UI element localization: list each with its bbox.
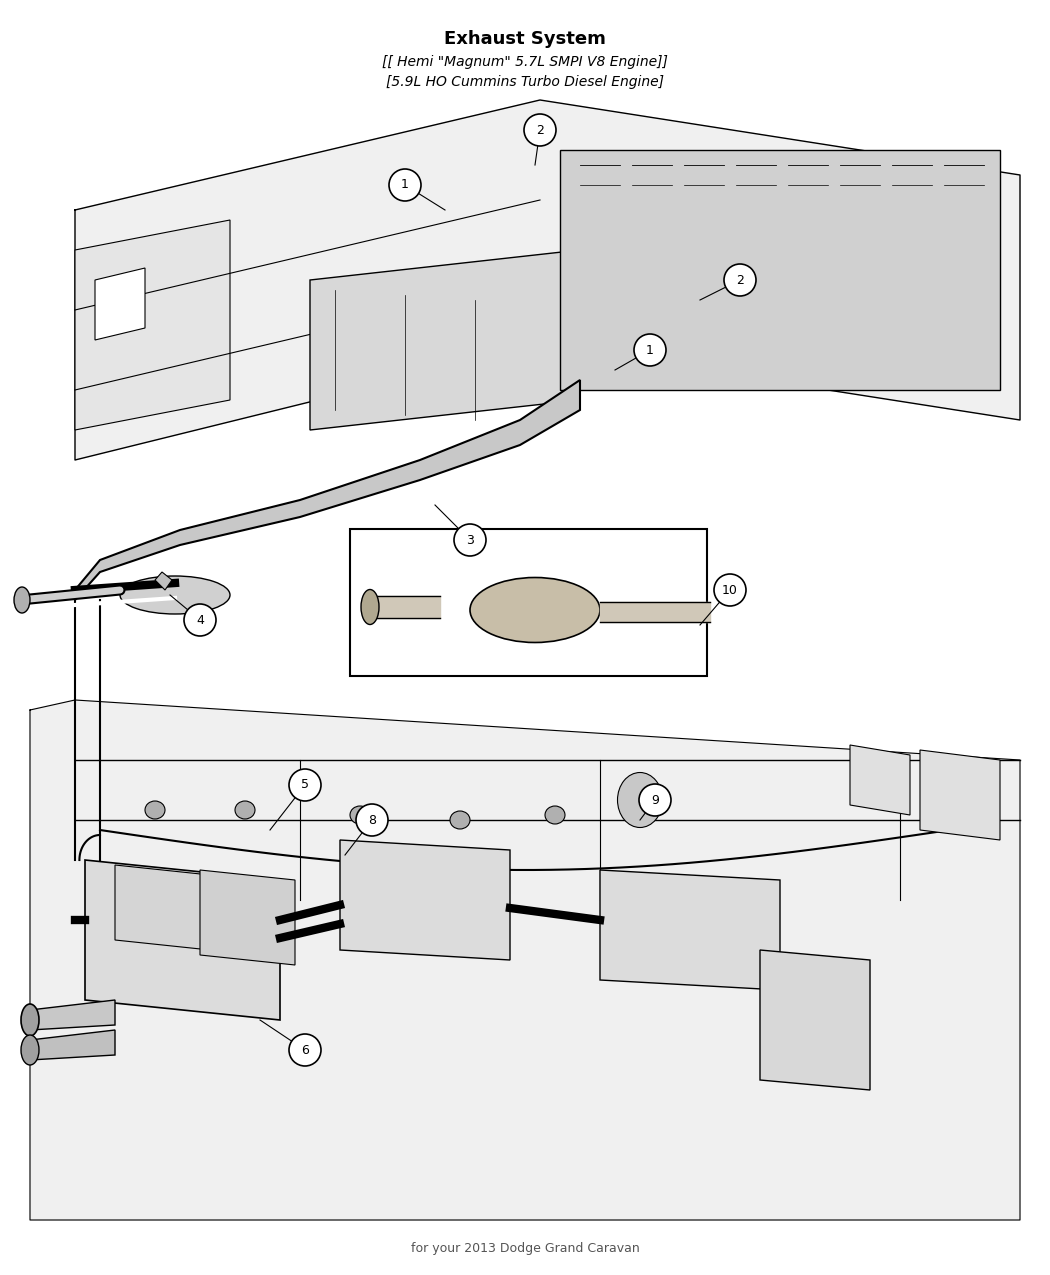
Ellipse shape — [145, 801, 165, 819]
Ellipse shape — [120, 576, 230, 615]
Polygon shape — [760, 950, 870, 1090]
Circle shape — [289, 1034, 321, 1066]
Polygon shape — [920, 750, 1000, 840]
Text: 1: 1 — [401, 179, 408, 191]
Ellipse shape — [361, 589, 379, 625]
Circle shape — [388, 170, 421, 201]
Ellipse shape — [470, 578, 600, 643]
Polygon shape — [75, 221, 230, 430]
Circle shape — [714, 574, 745, 606]
Polygon shape — [30, 1030, 116, 1060]
Polygon shape — [116, 864, 210, 950]
Circle shape — [454, 524, 486, 556]
Circle shape — [524, 113, 557, 147]
Polygon shape — [30, 1000, 116, 1030]
Ellipse shape — [21, 1003, 39, 1037]
Text: 5: 5 — [301, 779, 309, 792]
Polygon shape — [560, 150, 1000, 390]
Ellipse shape — [21, 1035, 39, 1065]
Polygon shape — [600, 870, 780, 989]
Text: 2: 2 — [537, 124, 544, 136]
Text: 8: 8 — [368, 813, 376, 826]
Polygon shape — [94, 268, 145, 340]
Text: 2: 2 — [736, 274, 744, 287]
Polygon shape — [600, 602, 710, 622]
Polygon shape — [30, 700, 1020, 1220]
Polygon shape — [850, 745, 910, 815]
FancyBboxPatch shape — [350, 529, 707, 676]
Circle shape — [289, 769, 321, 801]
Ellipse shape — [350, 806, 370, 824]
Polygon shape — [75, 99, 1020, 460]
Polygon shape — [85, 861, 280, 1020]
Circle shape — [184, 604, 216, 636]
Polygon shape — [370, 595, 440, 618]
Text: [[ Hemi "Magnum" 5.7L SMPI V8 Engine]]: [[ Hemi "Magnum" 5.7L SMPI V8 Engine]] — [382, 55, 668, 69]
Circle shape — [724, 264, 756, 296]
Ellipse shape — [14, 586, 30, 613]
Text: 9: 9 — [651, 793, 659, 807]
Ellipse shape — [545, 806, 565, 824]
Text: 1: 1 — [646, 343, 654, 357]
Text: for your 2013 Dodge Grand Caravan: for your 2013 Dodge Grand Caravan — [411, 1242, 639, 1255]
Ellipse shape — [617, 773, 663, 827]
Text: 4: 4 — [196, 613, 204, 626]
Polygon shape — [200, 870, 295, 965]
Polygon shape — [155, 572, 172, 590]
Polygon shape — [340, 840, 510, 960]
Text: 3: 3 — [466, 533, 474, 547]
Circle shape — [356, 805, 388, 836]
Text: 6: 6 — [301, 1043, 309, 1057]
Polygon shape — [75, 380, 580, 601]
Polygon shape — [310, 250, 580, 430]
Ellipse shape — [450, 811, 470, 829]
Text: 10: 10 — [722, 584, 738, 597]
Text: [5.9L HO Cummins Turbo Diesel Engine]: [5.9L HO Cummins Turbo Diesel Engine] — [386, 75, 664, 89]
Ellipse shape — [235, 801, 255, 819]
Circle shape — [639, 784, 671, 816]
Circle shape — [634, 334, 666, 366]
Text: Exhaust System: Exhaust System — [444, 31, 606, 48]
